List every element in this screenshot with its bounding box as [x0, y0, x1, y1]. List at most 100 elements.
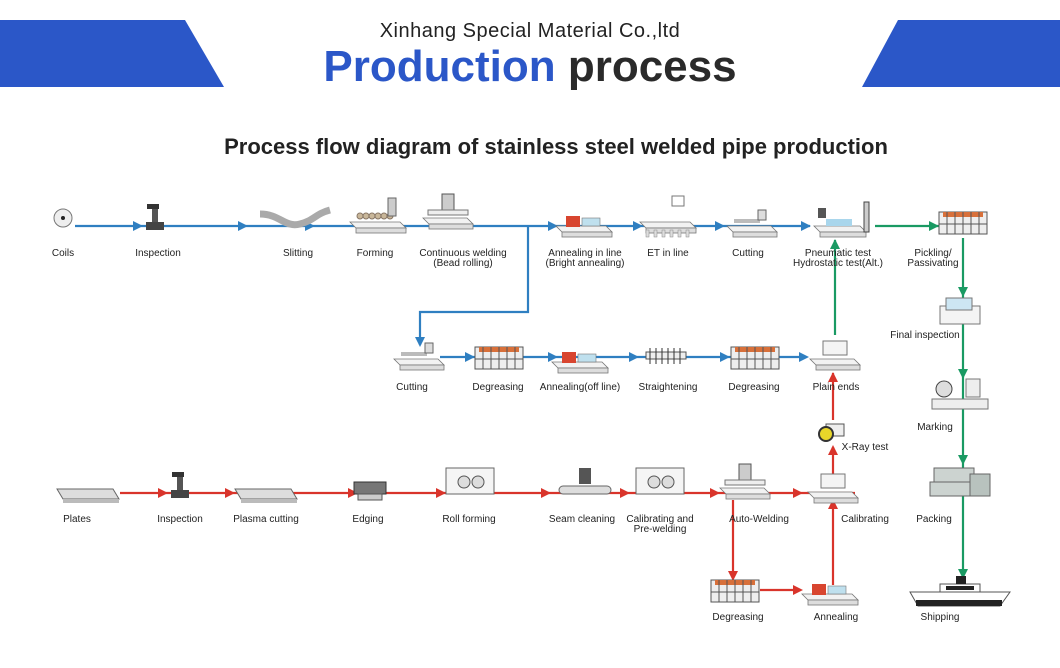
- process-step-edging: Edging: [352, 481, 387, 525]
- inspector-icon: [171, 472, 189, 498]
- blue-flow-line: [418, 226, 530, 345]
- diagram-title: Process flow diagram of stainless steel …: [224, 134, 888, 159]
- step-label: Pre-welding: [634, 524, 687, 535]
- banner-right-decoration: [862, 20, 1060, 87]
- arrowhead-icon: [620, 488, 630, 498]
- welder-icon: [719, 463, 771, 500]
- step-label: Pneumatic test: [805, 248, 871, 259]
- process-step-degreasing-1: Degreasing: [472, 346, 524, 393]
- tank-icon: [474, 346, 524, 370]
- camera-icon: [818, 423, 845, 442]
- title-rest: process: [567, 42, 737, 91]
- arrowhead-icon: [828, 372, 838, 382]
- step-label: Plates: [63, 514, 91, 525]
- arrowhead-icon: [958, 569, 968, 579]
- process-step-annealing-off-line: Annealing(off line): [540, 352, 620, 393]
- straightener-icon: [645, 348, 687, 364]
- arrowhead-icon: [436, 488, 446, 498]
- arrowhead-icon: [830, 239, 840, 249]
- arrowhead-icon: [793, 488, 803, 498]
- process-step-shipping: Shipping: [909, 576, 1011, 623]
- arrowhead-icon: [715, 221, 725, 231]
- arrowhead-icon: [828, 445, 838, 455]
- arrowhead-icon: [958, 287, 968, 297]
- arrowhead-icon: [238, 221, 248, 231]
- welder-icon: [422, 193, 474, 230]
- step-label: ET in line: [647, 248, 689, 259]
- arrowhead-icon: [720, 352, 730, 362]
- process-step-pickling: Pickling/Passivating: [907, 211, 988, 269]
- arrowhead-icon: [133, 221, 143, 231]
- cutter-icon: [726, 209, 778, 238]
- page-title: Production process: [0, 42, 1060, 92]
- furnace-icon: [551, 352, 609, 374]
- process-step-forming: Forming: [349, 197, 407, 259]
- step-label: (Bright annealing): [546, 258, 625, 269]
- process-step-final-inspection: Final inspection: [890, 297, 981, 341]
- tank-icon: [938, 211, 988, 235]
- arrowhead-icon: [633, 221, 643, 231]
- step-label: Auto-Welding: [729, 514, 789, 525]
- arrowhead-icon: [548, 221, 558, 231]
- rollers-icon: [349, 197, 407, 234]
- arrowhead-icon: [958, 455, 968, 465]
- step-label: Inspection: [157, 514, 203, 525]
- step-label: X-Ray test: [842, 442, 889, 453]
- step-label: Edging: [352, 514, 383, 525]
- arrowhead-icon: [793, 585, 803, 595]
- arrowhead-icon: [225, 488, 235, 498]
- inspector-icon: [146, 204, 164, 230]
- process-step-auto-welding: Auto-Welding: [719, 463, 789, 525]
- arrowhead-icon: [158, 488, 168, 498]
- arrowhead-icon: [728, 571, 738, 581]
- step-label: Inspection: [135, 248, 181, 259]
- process-step-continuous-welding: Continuous welding(Bead rolling): [419, 193, 507, 269]
- process-step-et-in-line: ET in line: [639, 195, 697, 259]
- marker-icon: [931, 378, 989, 410]
- step-label: Degreasing: [472, 382, 523, 393]
- step-label: Cutting: [732, 248, 764, 259]
- step-label: Plain ends: [813, 382, 860, 393]
- strip-icon: [259, 206, 332, 229]
- process-step-straightening: Straightening: [639, 348, 698, 393]
- cleaner-icon: [558, 468, 612, 495]
- machine-icon: [807, 473, 859, 504]
- console-icon: [939, 297, 981, 325]
- process-step-calibrating: Calibrating: [807, 473, 889, 525]
- process-step-annealing-in-line: Annealing in line(Bright annealing): [546, 216, 625, 269]
- process-step-inspection-1: Inspection: [135, 204, 181, 259]
- step-label: Calibrating and: [626, 514, 693, 525]
- banner-left-decoration: [0, 20, 224, 87]
- step-label: Continuous welding: [419, 248, 506, 259]
- cutter-icon: [393, 342, 445, 371]
- process-step-coils: Coils: [52, 208, 74, 259]
- step-label: Annealing in line: [548, 248, 622, 259]
- process-step-plasma-cutting: Plasma cutting: [233, 488, 299, 525]
- plate-icon: [234, 488, 298, 503]
- process-step-roll-forming: Roll forming: [442, 467, 496, 525]
- step-label: Pickling/: [914, 248, 951, 259]
- step-label: Calibrating: [841, 514, 889, 525]
- process-step-degreasing-2: Degreasing: [728, 346, 780, 393]
- step-label: Degreasing: [728, 382, 779, 393]
- ship-icon: [909, 576, 1011, 607]
- step-label: Straightening: [639, 382, 698, 393]
- tank-icon: [730, 346, 780, 370]
- arrowhead-icon: [415, 337, 425, 347]
- step-label: Hydrostatic test(Alt.): [793, 258, 883, 269]
- frame-icon: [635, 467, 685, 495]
- tank-icon: [710, 579, 760, 603]
- step-label: Forming: [357, 248, 394, 259]
- tester-icon: [813, 201, 870, 238]
- et-icon: [639, 195, 697, 238]
- furnace-icon: [801, 584, 859, 606]
- step-label: Degreasing: [712, 612, 763, 623]
- step-label: Cutting: [396, 382, 428, 393]
- edger-icon: [353, 481, 387, 501]
- arrowhead-icon: [799, 352, 809, 362]
- arrowhead-icon: [629, 352, 639, 362]
- machine-icon: [809, 340, 861, 371]
- step-label: Plasma cutting: [233, 514, 299, 525]
